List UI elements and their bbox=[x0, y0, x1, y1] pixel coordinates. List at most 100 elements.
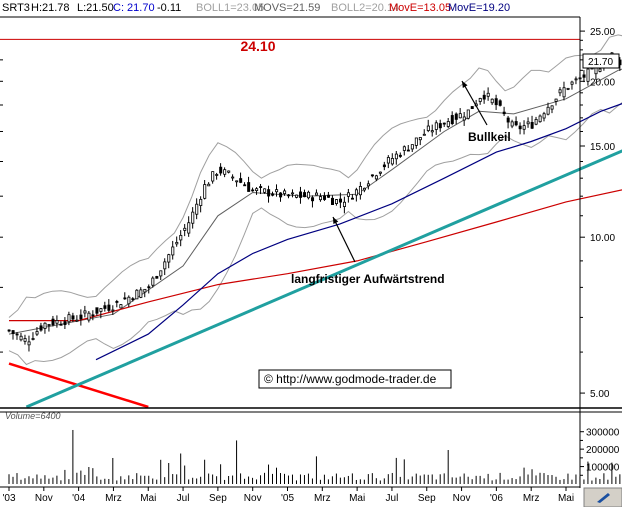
candle-body bbox=[450, 115, 454, 124]
candle-body bbox=[307, 191, 311, 199]
candle bbox=[7, 329, 11, 333]
candle-body bbox=[43, 322, 47, 329]
candle bbox=[223, 167, 227, 178]
candle bbox=[143, 288, 147, 298]
candle bbox=[546, 102, 550, 116]
candle-body bbox=[494, 98, 498, 106]
candle bbox=[299, 186, 303, 204]
candle bbox=[398, 152, 402, 158]
candle-body bbox=[331, 197, 335, 205]
candle bbox=[446, 118, 450, 129]
candle bbox=[586, 68, 590, 86]
candle-body bbox=[219, 166, 223, 174]
settings-button[interactable] bbox=[583, 487, 622, 507]
x-tick-label: Sep bbox=[418, 493, 436, 504]
candle-body bbox=[271, 193, 275, 196]
candle bbox=[570, 80, 574, 90]
candle-body bbox=[319, 196, 323, 201]
header-move1: MovE=13.05 bbox=[389, 2, 451, 14]
candle bbox=[454, 112, 458, 125]
candle bbox=[159, 270, 163, 281]
candle bbox=[406, 145, 410, 152]
candle bbox=[315, 189, 319, 196]
candle-body bbox=[370, 174, 374, 177]
candle bbox=[231, 174, 235, 181]
candle bbox=[530, 115, 534, 130]
candle-body bbox=[199, 198, 203, 206]
candle-body bbox=[514, 121, 518, 126]
candle bbox=[163, 258, 167, 276]
candle bbox=[386, 155, 390, 169]
candle-body bbox=[522, 125, 526, 130]
candle bbox=[574, 76, 578, 85]
candle-body bbox=[67, 314, 71, 323]
candle bbox=[478, 97, 482, 105]
copyright-link[interactable]: © http://www.godmode-trader.de bbox=[264, 372, 437, 386]
candle-body bbox=[259, 186, 263, 188]
candle-body bbox=[486, 92, 490, 97]
candle-body bbox=[574, 78, 578, 81]
candle bbox=[195, 198, 199, 220]
candle-body bbox=[315, 192, 319, 196]
candle-body bbox=[323, 195, 327, 200]
header-move2: MovE=19.20 bbox=[448, 2, 510, 14]
candle bbox=[215, 172, 219, 180]
candle-body bbox=[295, 194, 299, 198]
candle bbox=[23, 334, 27, 345]
candle-body bbox=[311, 197, 315, 202]
candle bbox=[311, 195, 315, 208]
candle-body bbox=[287, 194, 291, 197]
candle bbox=[378, 171, 382, 177]
arrow-shaft bbox=[332, 216, 356, 263]
candle bbox=[107, 299, 111, 313]
candle-body bbox=[211, 171, 215, 182]
candle bbox=[63, 317, 67, 330]
candle-body bbox=[426, 125, 430, 131]
candle-body bbox=[95, 307, 99, 314]
candle-body bbox=[31, 338, 35, 340]
candle bbox=[482, 90, 486, 104]
candle bbox=[27, 335, 31, 352]
candle bbox=[494, 94, 498, 110]
candle-body bbox=[518, 125, 522, 130]
candle-body bbox=[378, 171, 382, 174]
candle-body bbox=[131, 298, 135, 301]
candle bbox=[566, 87, 570, 91]
candle bbox=[219, 163, 223, 176]
x-tick-label: Sep bbox=[209, 493, 227, 504]
candle bbox=[207, 182, 211, 187]
candle bbox=[358, 181, 362, 200]
candle bbox=[123, 292, 127, 300]
candle-body bbox=[235, 180, 239, 183]
candle bbox=[558, 87, 562, 97]
candle bbox=[510, 119, 514, 129]
candle bbox=[179, 230, 183, 247]
candle bbox=[51, 315, 55, 327]
candle-body bbox=[558, 89, 562, 94]
candle bbox=[239, 172, 243, 184]
candle-body bbox=[163, 261, 167, 270]
candle-body bbox=[570, 81, 574, 85]
ema-slow-line bbox=[9, 189, 622, 322]
y-tick-label: 20.00 bbox=[590, 77, 615, 88]
candle-body bbox=[490, 98, 494, 104]
candle-body bbox=[11, 330, 15, 335]
candle bbox=[55, 315, 59, 328]
candle-body bbox=[135, 289, 139, 300]
candle bbox=[374, 174, 378, 182]
candle-body bbox=[155, 276, 159, 279]
candle bbox=[307, 190, 311, 200]
bullkeil-arrow bbox=[461, 80, 488, 126]
candle-body bbox=[47, 324, 51, 326]
candle bbox=[327, 191, 331, 198]
candle bbox=[430, 124, 434, 137]
header-low: L:21.50 bbox=[77, 2, 114, 14]
header-close: C: 21.70 bbox=[113, 2, 155, 14]
candle bbox=[171, 240, 175, 260]
candle bbox=[550, 105, 554, 114]
candle bbox=[295, 194, 299, 199]
candle-body bbox=[267, 189, 271, 197]
header-movs: MOVS=21.59 bbox=[254, 2, 320, 14]
x-tick-label: Mrz bbox=[105, 493, 122, 504]
candle bbox=[562, 81, 566, 101]
